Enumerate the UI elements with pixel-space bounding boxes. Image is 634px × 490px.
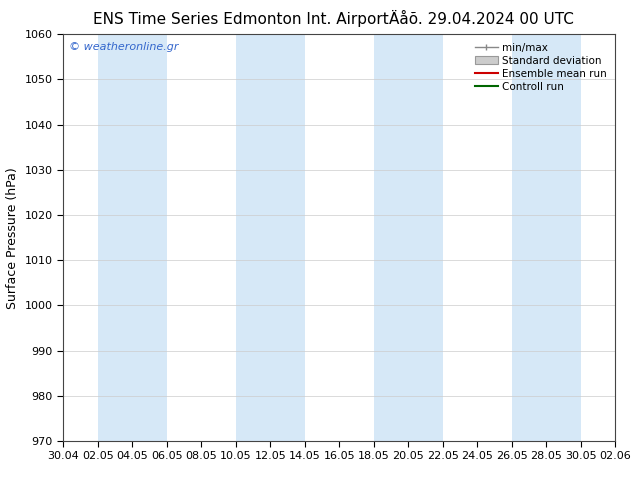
Bar <box>98 34 167 441</box>
Bar <box>512 34 581 441</box>
Legend: min/max, Standard deviation, Ensemble mean run, Controll run: min/max, Standard deviation, Ensemble me… <box>472 40 610 95</box>
Text: Äåõ. 29.04.2024 00 UTC: Äåõ. 29.04.2024 00 UTC <box>389 12 574 27</box>
Text: ENS Time Series Edmonton Int. Airport: ENS Time Series Edmonton Int. Airport <box>93 12 389 27</box>
Bar <box>236 34 305 441</box>
Text: © weatheronline.gr: © weatheronline.gr <box>69 43 178 52</box>
Y-axis label: Surface Pressure (hPa): Surface Pressure (hPa) <box>6 167 19 309</box>
Bar <box>373 34 443 441</box>
